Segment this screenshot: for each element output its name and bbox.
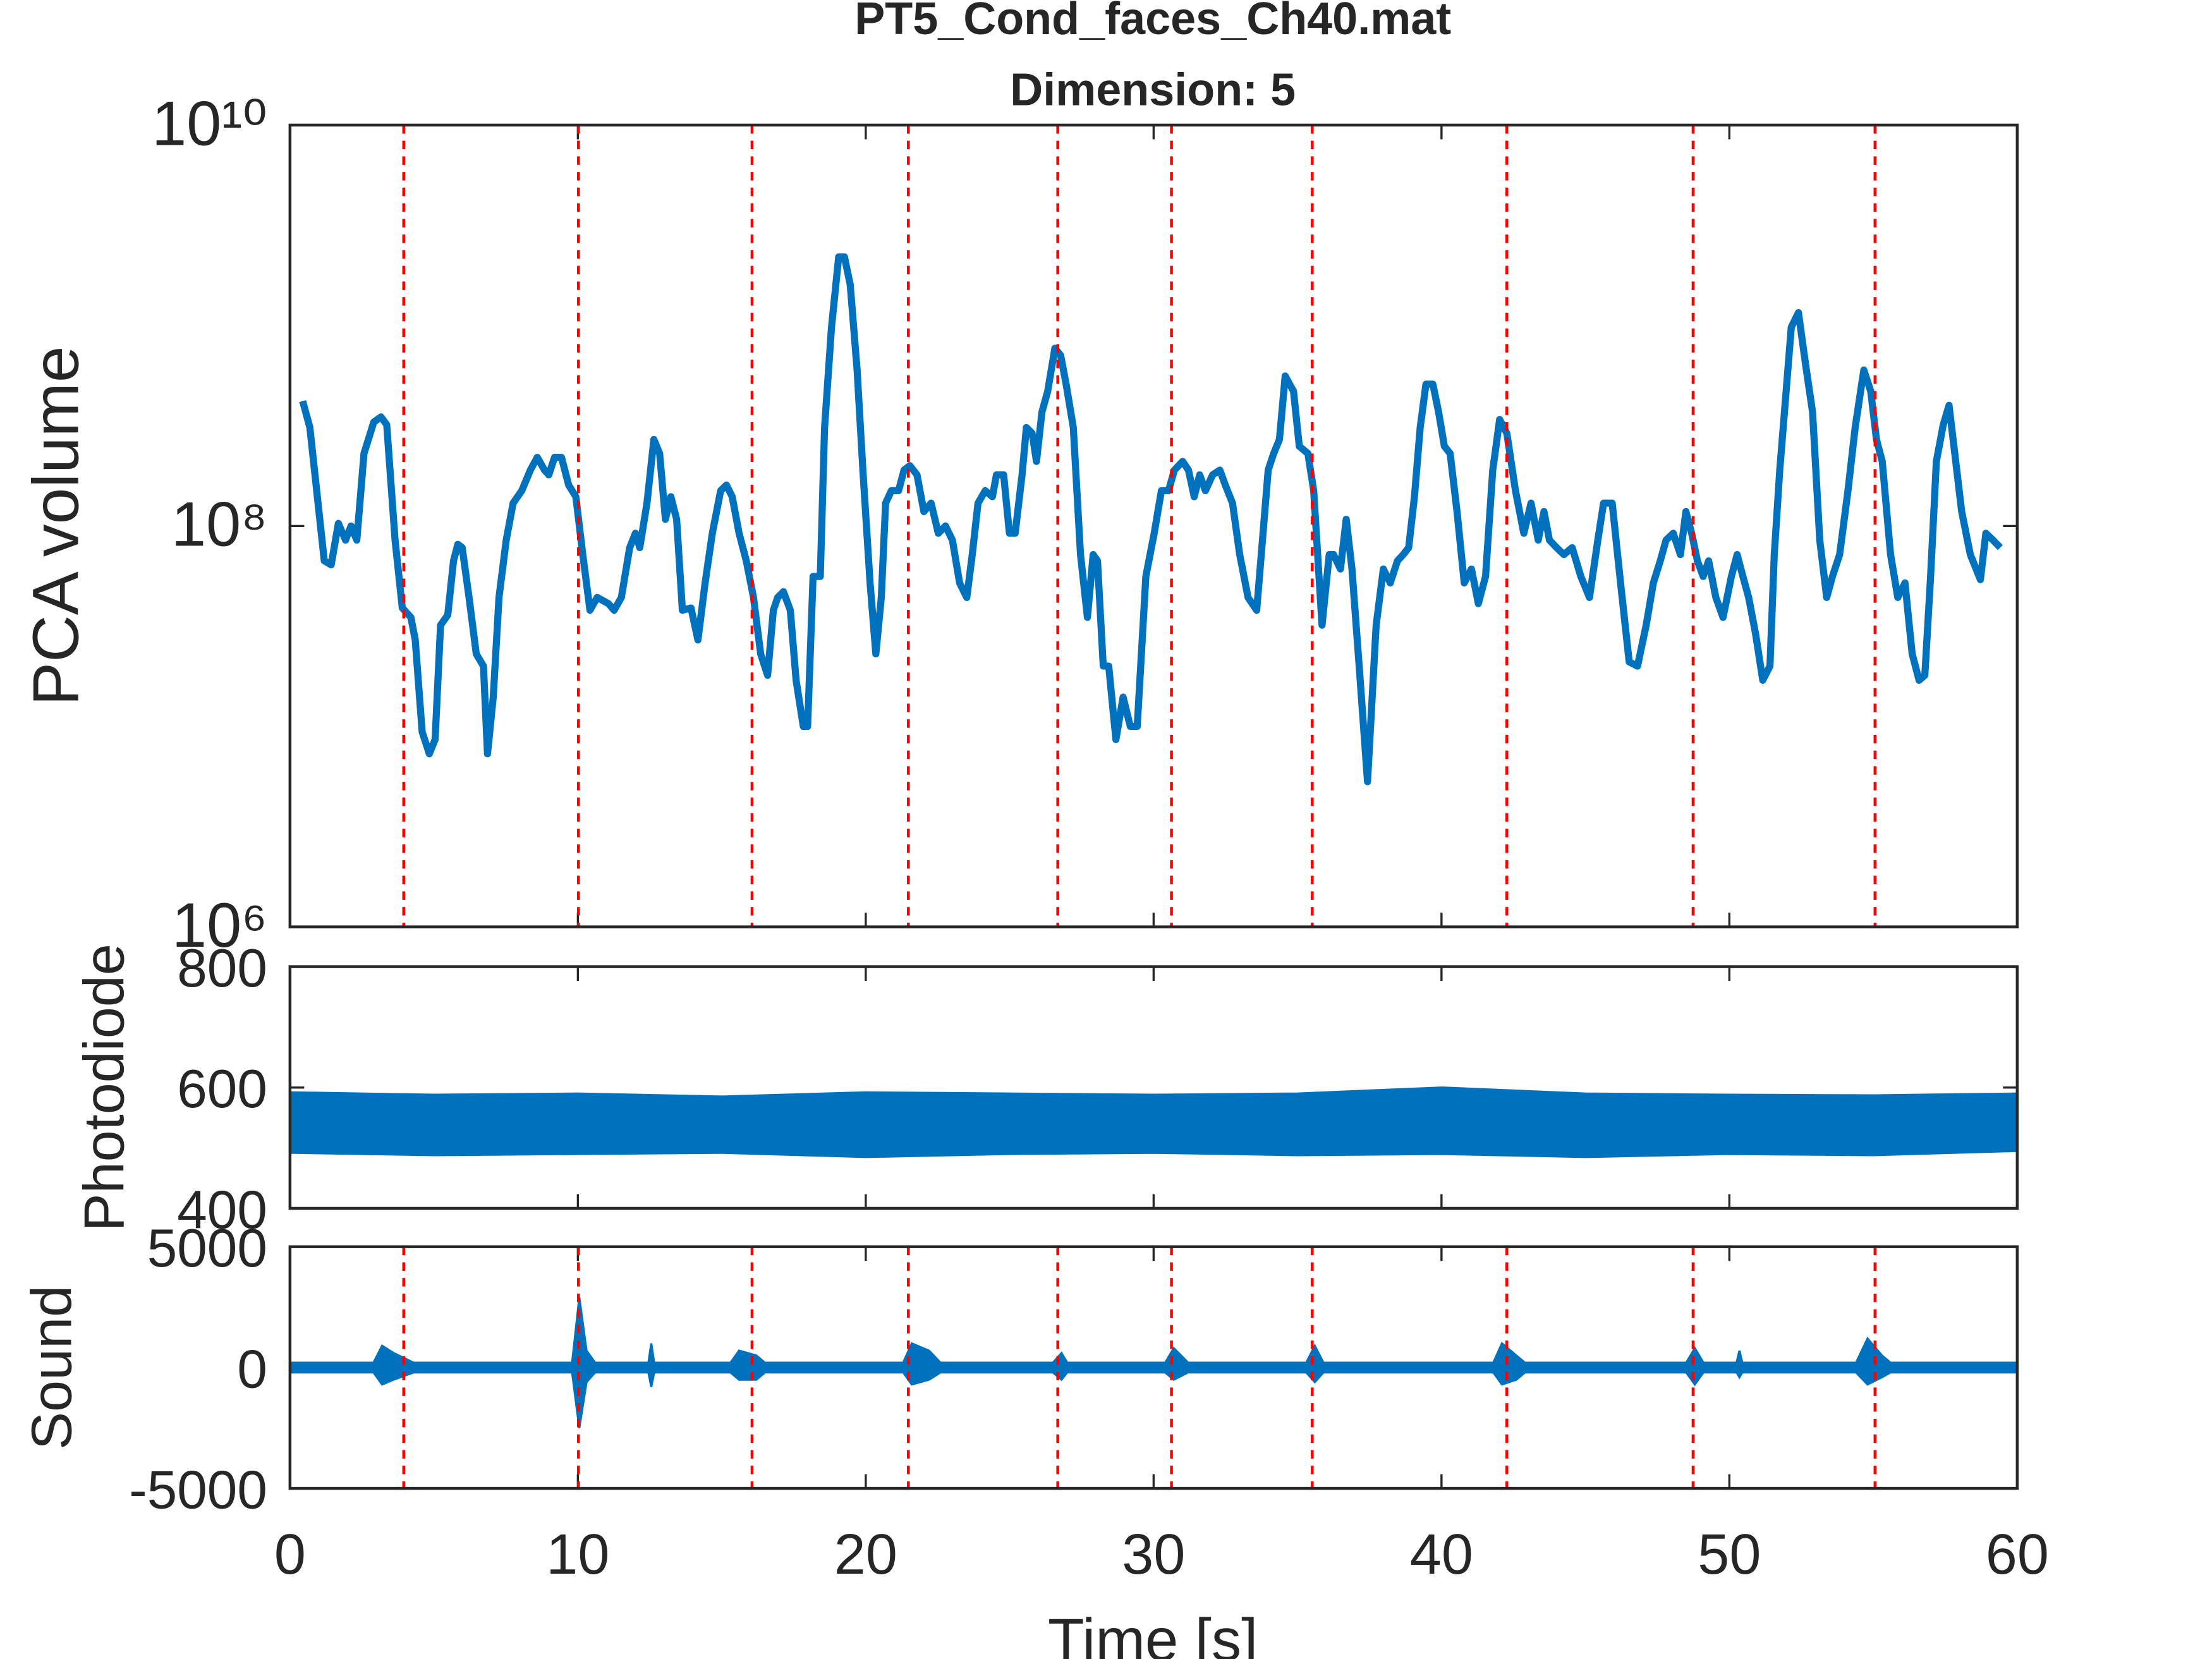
y-axis-label: PCA volume [19, 346, 92, 706]
y-axis-label: Sound [20, 1285, 83, 1450]
y-tick-label: 0 [237, 1339, 267, 1399]
axes-frame [288, 965, 2019, 1210]
axes-frame [288, 123, 2019, 928]
signal-band [289, 1086, 2019, 1158]
y-tick-label: 800 [177, 939, 267, 999]
y-tick-label: -5000 [129, 1461, 267, 1521]
x-tick-label: 20 [834, 1523, 897, 1586]
x-tick-label: 10 [546, 1523, 609, 1586]
y-tick-label: 600 [177, 1059, 267, 1119]
y-tick-label: 5000 [147, 1218, 267, 1279]
x-tick-label: 40 [1410, 1523, 1473, 1586]
x-tick-label: 30 [1122, 1523, 1185, 1586]
x-axis-label: Time [s] [1048, 1607, 1258, 1659]
chart-subtitle: Dimension: 5 [1010, 64, 1296, 115]
axes-frame [288, 1245, 2019, 1490]
x-tick-label: 0 [274, 1523, 306, 1586]
y-tick-label: 10⁶ [172, 890, 267, 960]
y-tick-label: 10⁸ [171, 489, 267, 559]
y-axis-label: Photodiode [73, 944, 137, 1231]
x-tick-label: 60 [1986, 1523, 2049, 1586]
data-line [299, 253, 2003, 786]
x-tick-label: 50 [1698, 1523, 1761, 1586]
chart-title: PT5_Cond_faces_Ch40.mat [854, 0, 1451, 44]
y-tick-label: 400 [177, 1180, 267, 1240]
y-tick-label: 10¹⁰ [152, 88, 267, 158]
plot-area [289, 966, 2017, 1208]
